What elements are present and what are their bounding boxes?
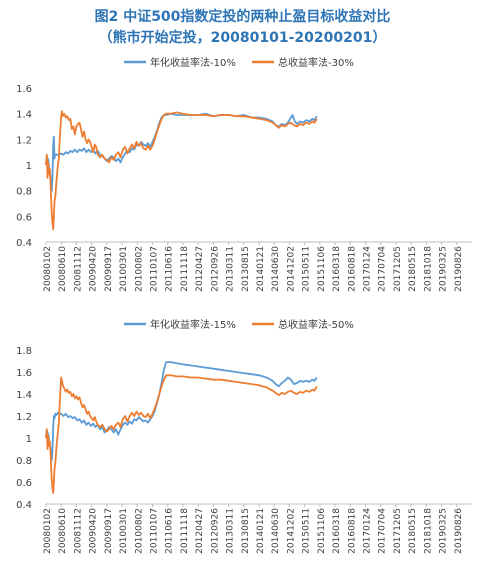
x-tick-label: 20170124 — [363, 246, 373, 292]
x-tick-label: 20181018 — [423, 508, 433, 554]
x-tick-label: 20190325 — [439, 246, 449, 292]
y-tick-label: 0.8 — [16, 187, 32, 198]
x-tick-label: 20120427 — [195, 246, 205, 292]
x-tick-label: 20100301 — [119, 246, 129, 292]
x-tick-label: 20100802 — [134, 246, 144, 292]
y-tick-label: 1.4 — [16, 390, 32, 401]
x-tick-label: 20190826 — [454, 246, 464, 292]
x-tick-label: 20090420 — [89, 246, 99, 292]
x-tick-label: 20180515 — [408, 246, 418, 292]
x-tick-label: 20130311 — [226, 246, 236, 292]
chart-2: 年化收益率法-15% 总收益率法-50% 0.4 0.6 0.8 1 1.2 1.4 1.6 1.… — [16, 318, 472, 554]
series-line — [45, 374, 318, 494]
x-tick-label: 20120926 — [210, 246, 220, 292]
legend-label: 年化收益率法-15% — [150, 318, 236, 331]
x-tick-label: 20100802 — [134, 508, 144, 554]
x-tick-label: 20120427 — [195, 508, 205, 554]
y-tick-label: 0.4 — [16, 238, 32, 249]
x-tick-label: 20080610 — [58, 246, 68, 292]
x-tick-label: 20141202 — [286, 246, 296, 292]
x-tick-label: 20170124 — [363, 508, 373, 554]
x-tick-label: 20090917 — [104, 246, 114, 292]
y-tick-label: 1.2 — [16, 412, 32, 423]
x-tick-label: 20120926 — [210, 508, 220, 554]
y-tick-label: 1.8 — [16, 346, 32, 357]
x-tick-label: 20190325 — [439, 508, 449, 554]
x-tick-label: 20180515 — [408, 508, 418, 554]
x-tick-label: 20181018 — [423, 246, 433, 292]
x-tick-label: 20150511 — [302, 246, 312, 292]
legend-label: 总收益率法-30% — [278, 56, 354, 69]
y-tick-label: 0.6 — [16, 212, 32, 223]
y-tick-label: 1.2 — [16, 135, 32, 146]
x-tick-label: 20151106 — [317, 508, 327, 554]
y-tick-label: 1.6 — [16, 84, 32, 95]
x-tick-label: 20080610 — [58, 508, 68, 554]
x-tick-label: 20130815 — [241, 508, 251, 554]
x-tick-label: 20090917 — [104, 508, 114, 554]
series-line — [45, 110, 318, 231]
x-tick-label: 20141202 — [286, 508, 296, 554]
x-tick-label: 20140121 — [256, 508, 266, 554]
x-tick-label: 20080102 — [43, 508, 53, 554]
x-tick-label: 20160318 — [332, 246, 342, 292]
y-tick-label: 0.6 — [16, 478, 32, 489]
x-tick-label: 20140121 — [256, 246, 266, 292]
legend-label: 年化收益率法-10% — [150, 56, 236, 69]
y-tick-label: 1.4 — [16, 110, 32, 121]
x-tick-label: 20151106 — [317, 246, 327, 292]
x-tick-label: 20171205 — [393, 246, 403, 292]
x-tick-label: 20170704 — [378, 508, 388, 554]
x-tick-label: 20150511 — [302, 508, 312, 554]
y-tick-label: 1 — [26, 434, 32, 445]
x-tick-label: 20081112 — [73, 508, 83, 554]
y-tick-label: 1.6 — [16, 368, 32, 379]
x-tick-label: 20081112 — [73, 246, 83, 292]
x-tick-label: 20100301 — [119, 508, 129, 554]
y-tick-label: 0.4 — [16, 500, 32, 511]
x-tick-label: 20111118 — [180, 508, 190, 554]
chart-1: 年化收益率法-10% 总收益率法-30% 0.4 0.6 0.8 1 1.2 1.4 1.6 20… — [16, 56, 472, 292]
figure-subtitle: （熊市开始定投，20080101-20200201） — [98, 30, 387, 46]
x-tick-label: 20170704 — [378, 246, 388, 292]
x-tick-label: 20160818 — [347, 246, 357, 292]
x-tick-label: 20171205 — [393, 508, 403, 554]
x-tick-label: 20110616 — [165, 508, 175, 554]
x-tick-label: 20190826 — [454, 508, 464, 554]
x-tick-label: 20130311 — [226, 508, 236, 554]
y-tick-label: 0.8 — [16, 456, 32, 467]
x-tick-label: 20160818 — [347, 508, 357, 554]
figure-title: 图2 中证500指数定投的两种止盈目标收益对比 — [94, 9, 391, 25]
x-tick-label: 20140630 — [271, 508, 281, 554]
x-tick-label: 20140630 — [271, 246, 281, 292]
x-tick-label: 20130815 — [241, 246, 251, 292]
x-tick-label: 20110616 — [165, 246, 175, 292]
x-tick-label: 20110107 — [150, 246, 160, 292]
x-tick-label: 20160318 — [332, 508, 342, 554]
legend-label: 总收益率法-50% — [278, 318, 354, 331]
x-tick-label: 20080102 — [43, 246, 53, 292]
x-tick-label: 20110107 — [150, 508, 160, 554]
x-tick-label: 20090420 — [89, 508, 99, 554]
x-tick-label: 20111118 — [180, 246, 190, 292]
y-tick-label: 1 — [26, 161, 32, 172]
